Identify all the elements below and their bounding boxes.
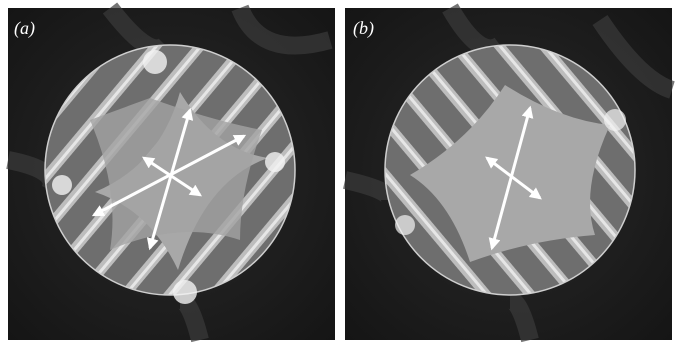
panel-a: (a) bbox=[8, 8, 335, 340]
panel-label: (a) bbox=[14, 18, 35, 39]
panel-b: (b) bbox=[345, 8, 672, 340]
panel-label: (b) bbox=[353, 18, 374, 39]
figure: (a) (b) bbox=[0, 0, 676, 343]
